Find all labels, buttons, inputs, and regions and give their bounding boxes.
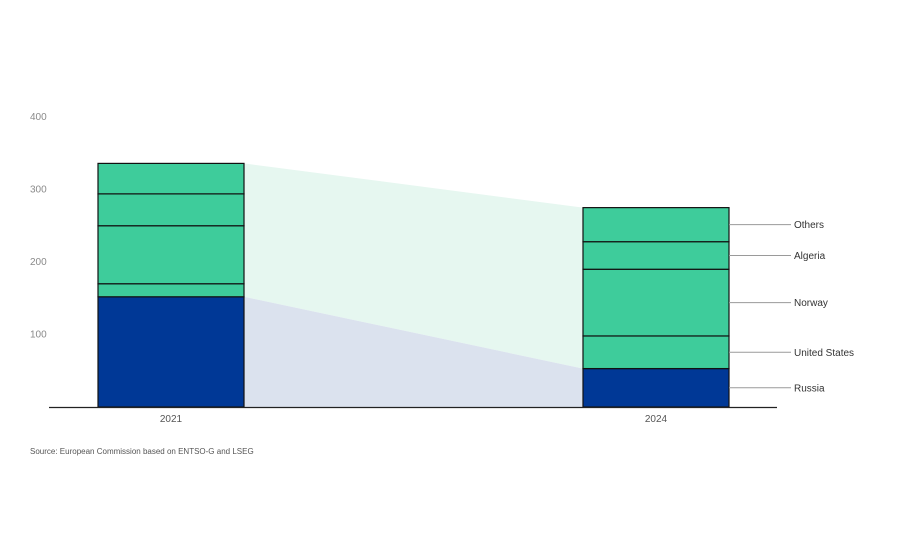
source-note: Source: European Commission based on ENT…: [30, 447, 254, 456]
y-tick-200: 200: [30, 257, 47, 268]
band-russia: [244, 296, 583, 407]
bar-2021-others: [97, 162, 245, 195]
bar-2024-united-states: [582, 335, 730, 370]
bar-2021-russia: [97, 296, 245, 408]
y-tick-300: 300: [30, 185, 47, 196]
series-labels: Russia United States Norway Algeria Others: [729, 220, 854, 394]
label-others: Others: [794, 220, 824, 231]
x-axis-ticks: 2021 2024: [160, 414, 668, 425]
x-tick-2024: 2024: [645, 414, 668, 425]
label-united-states: United States: [794, 348, 854, 359]
x-tick-2021: 2021: [160, 414, 183, 425]
band-total: [244, 163, 583, 369]
bar-2021-algeria: [97, 193, 245, 227]
y-axis-ticks: 100 200 300 400: [30, 112, 47, 341]
connector-bands: [244, 163, 583, 407]
label-russia: Russia: [794, 383, 825, 394]
y-tick-400: 400: [30, 112, 47, 123]
bar-2024-norway: [582, 268, 730, 337]
bar-2021-norway: [97, 225, 245, 285]
bar-stacks: [97, 162, 730, 408]
y-tick-100: 100: [30, 330, 47, 341]
bar-2024-others: [582, 207, 730, 243]
label-algeria: Algeria: [794, 251, 826, 262]
bar-2024-russia: [582, 367, 730, 408]
bar-2024-algeria: [582, 241, 730, 270]
label-norway: Norway: [794, 298, 828, 309]
bar-2021-united-states: [97, 283, 245, 298]
